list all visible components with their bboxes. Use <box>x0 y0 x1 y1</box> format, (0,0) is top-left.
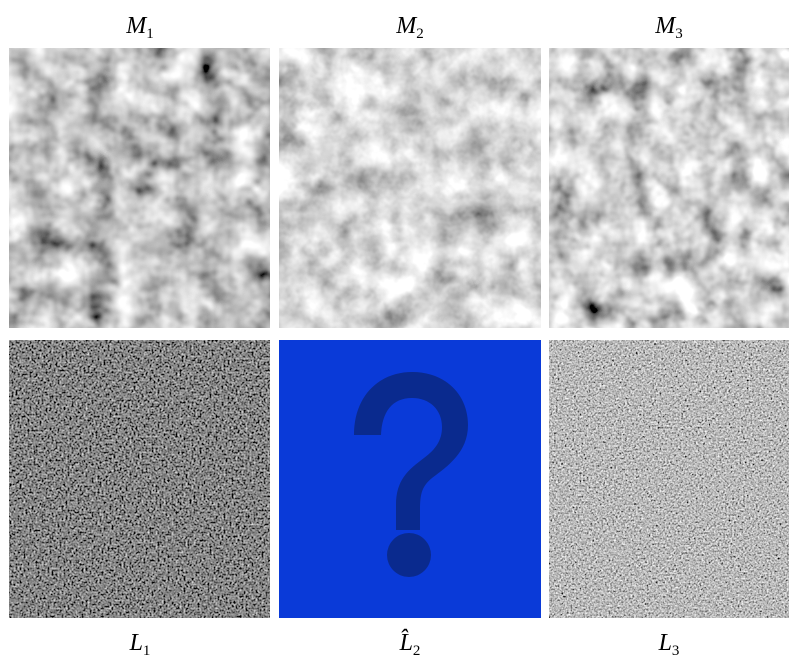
label-part: L̂ <box>399 629 413 656</box>
label-part: L <box>658 630 672 656</box>
label-l3: L3 <box>658 630 680 659</box>
label-part: 2 <box>413 643 421 659</box>
label-part: 1 <box>143 643 151 659</box>
label-part: L <box>129 630 143 656</box>
image-m2 <box>279 48 541 328</box>
figure: M1 M2 M3 L1 L̂2 L3 <box>0 0 796 659</box>
label-l2-hat: L̂2 <box>399 629 421 659</box>
label-part: 3 <box>675 26 683 42</box>
image-m1 <box>9 48 270 328</box>
label-m3: M3 <box>654 13 683 42</box>
label-l1: L1 <box>129 630 151 659</box>
label-part: 1 <box>146 26 154 42</box>
label-part: 3 <box>672 643 680 659</box>
image-m3 <box>549 48 789 328</box>
label-part: M <box>654 13 677 39</box>
image-l1 <box>9 340 270 618</box>
image-l3 <box>549 340 789 618</box>
label-part: M <box>395 13 418 39</box>
label-part: M <box>125 13 148 39</box>
label-part: 2 <box>416 26 424 42</box>
label-m2: M2 <box>395 13 424 42</box>
label-m1: M1 <box>125 13 154 42</box>
